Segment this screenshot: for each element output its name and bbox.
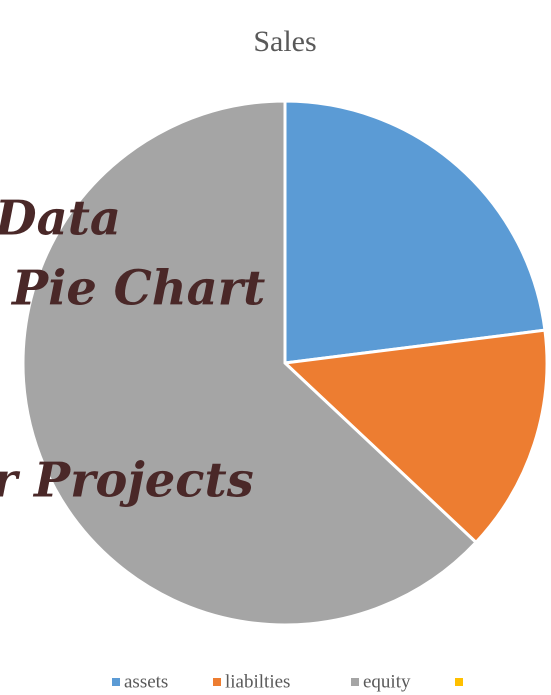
legend-label: assets (124, 671, 168, 692)
legend-label: liabilties (225, 671, 290, 692)
pie-slice (281, 328, 549, 545)
legend-swatch (455, 678, 463, 686)
pie-slice (283, 99, 547, 365)
chart-title: Sales (253, 25, 316, 58)
annotation: Pie Chart (10, 261, 265, 317)
annotation: Data (0, 191, 121, 247)
annotation: r Projects (0, 453, 254, 509)
pie-slice (21, 99, 479, 627)
legend-label: equity (363, 671, 411, 692)
legend-swatch (112, 678, 120, 686)
legend-swatch (213, 678, 221, 686)
legend-swatch (351, 678, 359, 686)
